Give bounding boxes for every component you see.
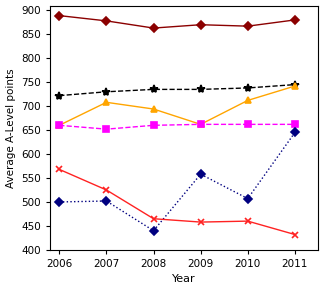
X-axis label: Year: Year: [172, 274, 196, 284]
Y-axis label: Average A-Level points: Average A-Level points: [6, 68, 16, 188]
